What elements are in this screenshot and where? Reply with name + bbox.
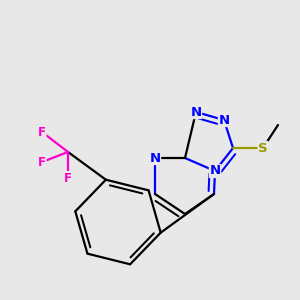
Text: N: N <box>218 113 230 127</box>
Text: S: S <box>258 142 268 154</box>
Text: N: N <box>209 164 220 178</box>
Text: F: F <box>38 125 46 139</box>
Text: N: N <box>190 106 202 118</box>
Text: F: F <box>64 172 72 184</box>
Text: N: N <box>149 152 161 164</box>
Text: F: F <box>38 155 46 169</box>
